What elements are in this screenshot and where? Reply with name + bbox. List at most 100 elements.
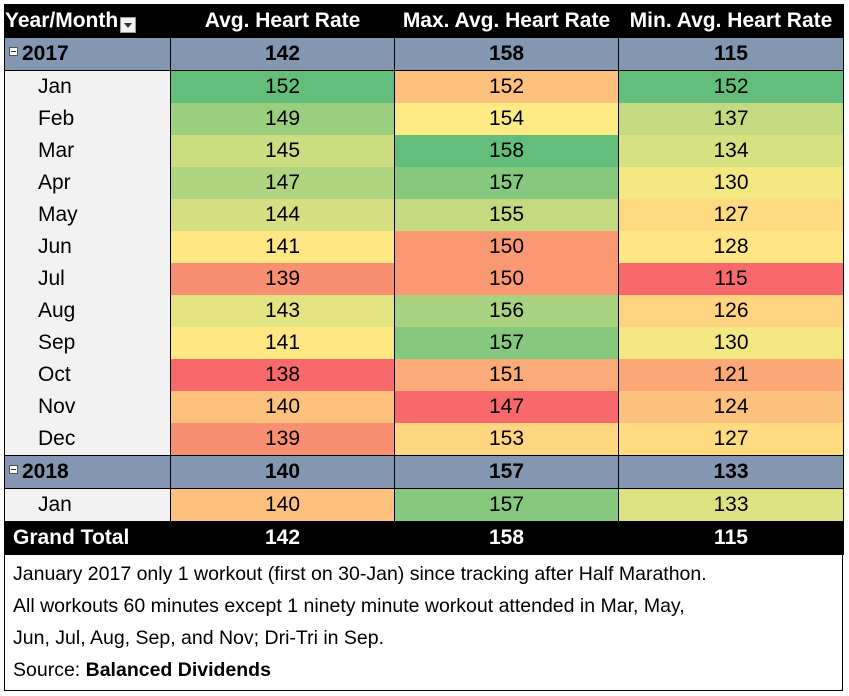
month-row: Mar 145 158 134 [4,135,844,167]
month-avg-cell: 143 [170,295,395,327]
month-label: Jul [4,263,171,295]
month-label: May [4,199,171,231]
month-max-cell: 150 [394,231,619,263]
month-max-cell: 158 [394,135,619,167]
month-avg-cell: 139 [170,423,395,456]
month-row: May 144 155 127 [4,199,844,231]
min-avg-heart-rate-header: Min. Avg. Heart Rate [618,4,844,38]
month-row: Feb 149 154 137 [4,103,844,135]
month-avg-cell: 141 [170,327,395,359]
month-avg-cell: 145 [170,135,395,167]
avg-heart-rate-header: Avg. Heart Rate [170,4,395,38]
month-max-cell: 157 [394,327,619,359]
source-prefix: Source: [13,659,86,681]
month-label: Sep [4,327,171,359]
month-label: Jan [4,488,171,522]
month-label: Jan [4,70,171,103]
year-label: 2017 [4,37,171,71]
month-row: Dec 139 153 127 [4,423,844,456]
month-label: Apr [4,167,171,199]
month-label: Nov [4,391,171,423]
max-avg-heart-rate-header: Max. Avg. Heart Rate [394,4,619,38]
month-row: Nov 140 147 124 [4,391,844,423]
year-min: 115 [618,37,844,71]
month-avg-cell: 141 [170,231,395,263]
grand-total-avg: 142 [170,521,395,555]
month-min-cell: 137 [618,103,844,135]
year-month-header-label: Year/Month [5,9,119,32]
month-max-cell: 150 [394,263,619,295]
dropdown-filter-icon[interactable] [120,17,137,33]
month-label: Oct [4,359,171,391]
month-min-cell: 127 [618,199,844,231]
month-min-cell: 124 [618,391,844,423]
month-label: Aug [4,295,171,327]
year-label-text: 2017 [22,42,69,65]
month-row: Jul 139 150 115 [4,263,844,295]
month-label: Feb [4,103,171,135]
month-row: Jan 140 157 133 [4,488,844,522]
month-min-cell: 152 [618,70,844,103]
source-name: Balanced Dividends [85,659,271,681]
grand-total-row: Grand Total 142 158 115 [4,521,844,555]
month-min-cell: 127 [618,423,844,456]
month-max-cell: 156 [394,295,619,327]
month-row: Apr 147 157 130 [4,167,844,199]
year-row: 2017 142 158 115 [4,37,844,71]
notes-box: January 2017 only 1 workout (first on 30… [4,555,843,691]
year-max: 157 [394,455,619,489]
month-avg-cell: 140 [170,391,395,423]
month-avg-cell: 138 [170,359,395,391]
header-row: Year/Month Avg. Heart Rate Max. Avg. Hea… [4,4,844,38]
year-avg: 140 [170,455,395,489]
year-month-header: Year/Month [4,4,171,38]
month-label: Mar [4,135,171,167]
month-min-cell: 130 [618,167,844,199]
source-line: Source: Balanced Dividends [13,654,836,686]
collapse-icon[interactable] [9,465,18,474]
note-line-1: January 2017 only 1 workout (first on 30… [13,563,707,585]
note-line-2: All workouts 60 minutes except 1 ninety … [13,595,685,617]
month-row: Aug 143 156 126 [4,295,844,327]
month-max-cell: 154 [394,103,619,135]
year-label: 2018 [4,455,171,489]
note-line-3: Jun, Jul, Aug, Sep, and Nov; Dri-Tri in … [13,627,385,649]
month-avg-cell: 144 [170,199,395,231]
month-avg-cell: 149 [170,103,395,135]
month-max-cell: 153 [394,423,619,456]
collapse-icon[interactable] [9,47,18,56]
pivot-body: 2017 142 158 115 Jan 152 152 152 Feb 149 154 137 Mar… [4,37,844,522]
year-min: 133 [618,455,844,489]
grand-total-max: 158 [394,521,619,555]
month-row: Jun 141 150 128 [4,231,844,263]
pivot-report: Year/Month Avg. Heart Rate Max. Avg. Hea… [4,4,844,691]
month-avg-cell: 152 [170,70,395,103]
month-max-cell: 157 [394,167,619,199]
month-row: Jan 152 152 152 [4,70,844,103]
month-label: Jun [4,231,171,263]
month-avg-cell: 147 [170,167,395,199]
month-min-cell: 121 [618,359,844,391]
month-avg-cell: 140 [170,488,395,522]
month-row: Sep 141 157 130 [4,327,844,359]
month-max-cell: 152 [394,70,619,103]
year-row: 2018 140 157 133 [4,455,844,489]
month-avg-cell: 139 [170,263,395,295]
year-avg: 142 [170,37,395,71]
month-min-cell: 130 [618,327,844,359]
month-min-cell: 126 [618,295,844,327]
month-min-cell: 115 [618,263,844,295]
month-row: Oct 138 151 121 [4,359,844,391]
year-label-text: 2018 [22,460,69,483]
month-max-cell: 155 [394,199,619,231]
month-max-cell: 157 [394,488,619,522]
year-max: 158 [394,37,619,71]
month-max-cell: 147 [394,391,619,423]
grand-total-min: 115 [618,521,844,555]
grand-total-label: Grand Total [4,521,171,555]
month-min-cell: 128 [618,231,844,263]
month-min-cell: 133 [618,488,844,522]
heart-rate-pivot-table: Year/Month Avg. Heart Rate Max. Avg. Hea… [4,4,844,555]
month-label: Dec [4,423,171,456]
month-max-cell: 151 [394,359,619,391]
